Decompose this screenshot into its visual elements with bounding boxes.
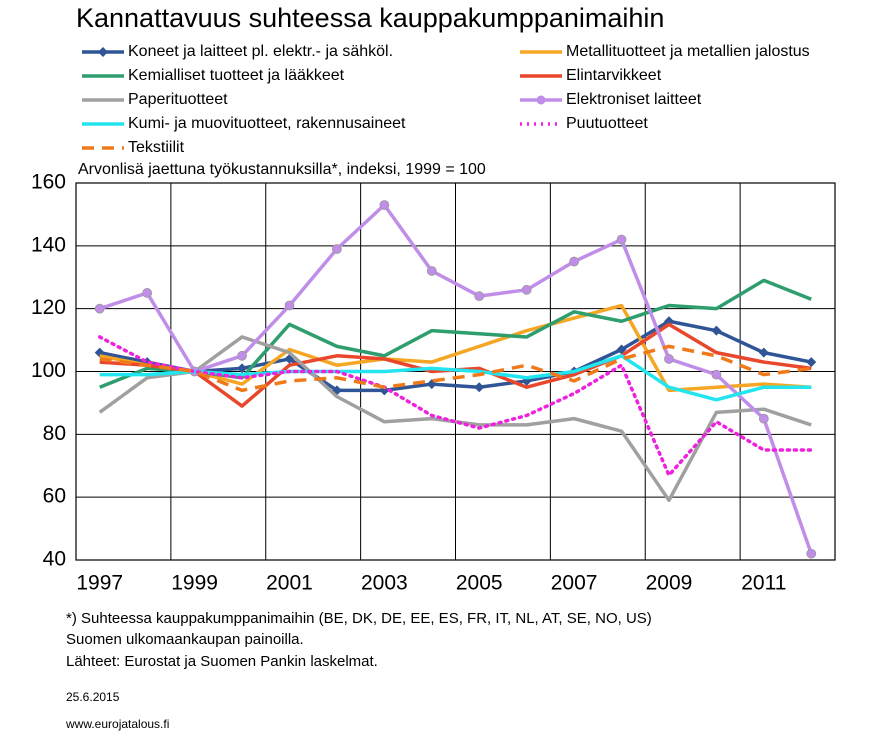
point: [474, 291, 485, 302]
source: www.eurojatalous.fi: [65, 717, 169, 731]
series-line: [99, 319, 812, 393]
legend-label: Kumi- ja muovituotteet, rakennusaineet: [128, 115, 406, 132]
point: [758, 347, 769, 358]
x-tick-label: 1999: [171, 572, 218, 595]
legend-label: Tekstiilit: [128, 139, 185, 156]
point: [758, 413, 769, 424]
point: [711, 369, 722, 380]
point: [616, 344, 627, 355]
date: 25.6.2015: [66, 690, 120, 704]
subtitle: Arvonlisä jaettuna työkustannuksilla*, i…: [78, 161, 486, 178]
y-tick-label: 60: [43, 485, 66, 508]
point: [379, 200, 390, 210]
y-tick-label: 120: [31, 296, 66, 319]
point: [663, 316, 674, 327]
point: [474, 382, 485, 393]
plot-frame: [75, 182, 836, 561]
legend-label: Elintarvikkeet: [566, 67, 662, 84]
point: [237, 363, 248, 374]
point: [806, 548, 817, 559]
footnote: *) Suhteessa kauppakumppanimaihin (BE, D…: [66, 610, 652, 627]
series-line: [99, 203, 813, 555]
legend-marker: [536, 95, 546, 105]
point: [569, 256, 579, 267]
y-tick-label: 40: [43, 548, 66, 571]
legend-marker: [98, 47, 108, 57]
point: [711, 325, 722, 336]
point: [426, 266, 437, 276]
point: [284, 300, 295, 311]
point: [806, 357, 817, 368]
x-tick-label: 2009: [646, 572, 693, 595]
x-tick-label: 2007: [551, 572, 598, 595]
point: [332, 244, 342, 254]
x-tick-label: 2003: [361, 572, 408, 595]
legend-label: Kemialliset tuotteet ja lääkkeet: [128, 67, 345, 84]
series-line: [98, 335, 812, 503]
point: [521, 284, 532, 295]
point: [94, 303, 105, 314]
footnote: Suomen ulkomaankaupan painoilla.: [66, 631, 304, 648]
chart-title: Kannattavuus suhteessa kauppakumppanimai…: [76, 3, 664, 33]
legend-label: Paperituotteet: [128, 91, 228, 108]
point: [616, 234, 627, 245]
legend-label: Puutuotteet: [566, 115, 648, 132]
point: [237, 350, 247, 361]
series-line: [99, 303, 812, 393]
y-tick-label: 100: [31, 359, 66, 382]
x-tick-label: 2011: [741, 572, 786, 595]
y-tick-label: 80: [43, 422, 66, 445]
legend-label: Elektroniset laitteet: [566, 91, 702, 108]
series-line: [99, 344, 812, 393]
point: [664, 354, 674, 364]
x-tick-label: 2005: [456, 572, 503, 595]
legend-label: Koneet ja laitteet pl. elektr.- ja sähkö…: [128, 43, 393, 60]
y-tick-label: 160: [31, 171, 66, 194]
x-tick-label: 1997: [76, 572, 123, 595]
legend-label: Metallituotteet ja metallien jalostus: [566, 43, 810, 60]
y-tick-label: 140: [31, 233, 66, 256]
footnote: Lähteet: Eurostat ja Suomen Pankin laske…: [66, 653, 378, 670]
x-tick-label: 2001: [266, 572, 313, 595]
series-line: [97, 335, 814, 477]
point: [142, 288, 153, 298]
